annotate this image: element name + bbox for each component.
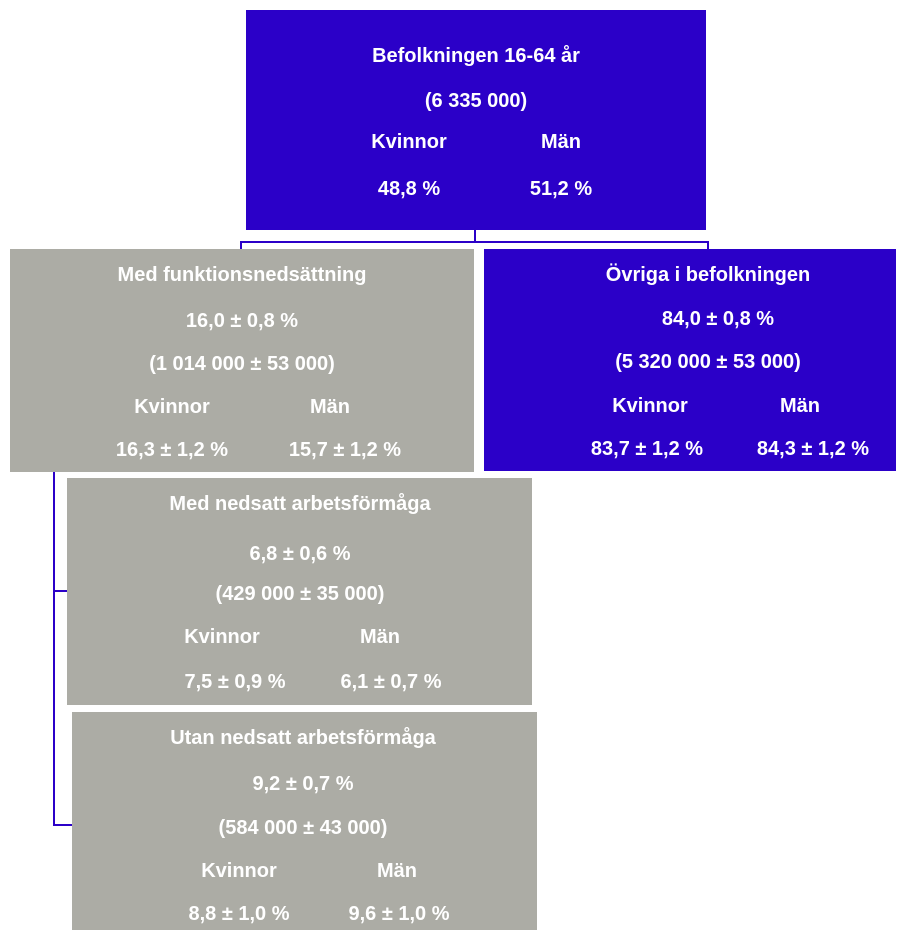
- with-disability-count: (1 014 000 ± 53 000): [149, 353, 335, 375]
- connector-top-horizontal: [240, 241, 709, 243]
- population-women-label: Kvinnor: [371, 131, 447, 153]
- no-reduced-capacity-women-label: Kvinnor: [201, 860, 277, 882]
- no-reduced-capacity-women-value: 8,8 ± 1,0 %: [188, 903, 290, 925]
- population-men-label: Män: [541, 131, 581, 153]
- connector-top-stem: [474, 230, 476, 242]
- with-disability-men-label: Män: [310, 396, 350, 418]
- no-reduced-capacity-count: (584 000 ± 43 000): [218, 817, 388, 839]
- others-title: Övriga i befolkningen: [605, 264, 811, 286]
- connector-right-drop: [707, 241, 709, 249]
- others-women-label: Kvinnor: [612, 395, 688, 417]
- no-reduced-capacity-share: 9,2 ± 0,7 %: [252, 773, 354, 795]
- no-reduced-capacity-men-value: 9,6 ± 1,0 %: [348, 903, 450, 925]
- with-disability-title: Med funktionsnedsättning: [117, 264, 367, 286]
- with-disability-box: Med funktionsnedsättning 16,0 ± 0,8 % (1…: [10, 249, 474, 472]
- others-count: (5 320 000 ± 53 000): [615, 351, 801, 373]
- reduced-capacity-men-label: Män: [360, 626, 400, 648]
- no-reduced-capacity-men-label: Män: [377, 860, 417, 882]
- connector-sub-branch-1: [53, 590, 68, 592]
- others-share: 84,0 ± 0,8 %: [661, 308, 775, 330]
- reduced-capacity-count: (429 000 ± 35 000): [215, 583, 385, 605]
- with-disability-women-label: Kvinnor: [134, 396, 210, 418]
- with-disability-share: 16,0 ± 0,8 %: [185, 310, 299, 332]
- population-women-value: 48,8 %: [377, 178, 441, 200]
- connector-left-drop: [240, 241, 242, 249]
- others-men-label: Män: [780, 395, 820, 417]
- reduced-capacity-women-value: 7,5 ± 0,9 %: [184, 671, 286, 693]
- population-title: Befolkningen 16-64 år: [372, 45, 580, 67]
- reduced-capacity-title: Med nedsatt arbetsförmåga: [169, 493, 431, 515]
- others-men-value: 84,3 ± 1,2 %: [756, 438, 870, 460]
- no-reduced-capacity-title: Utan nedsatt arbetsförmåga: [170, 727, 436, 749]
- reduced-capacity-men-value: 6,1 ± 0,7 %: [340, 671, 442, 693]
- population-count: (6 335 000): [424, 90, 528, 112]
- reduced-capacity-share: 6,8 ± 0,6 %: [249, 543, 351, 565]
- others-women-value: 83,7 ± 1,2 %: [590, 438, 704, 460]
- with-disability-men-value: 15,7 ± 1,2 %: [288, 439, 402, 461]
- with-disability-women-value: 16,3 ± 1,2 %: [115, 439, 229, 461]
- others-box: Övriga i befolkningen 84,0 ± 0,8 % (5 32…: [484, 249, 896, 471]
- connector-sub-vertical: [53, 472, 55, 826]
- reduced-capacity-box: Med nedsatt arbetsförmåga 6,8 ± 0,6 % (4…: [67, 478, 532, 705]
- no-reduced-capacity-box: Utan nedsatt arbetsförmåga 9,2 ± 0,7 % (…: [72, 712, 537, 930]
- reduced-capacity-women-label: Kvinnor: [184, 626, 260, 648]
- population-men-value: 51,2 %: [529, 178, 593, 200]
- connector-sub-branch-2: [53, 824, 73, 826]
- population-box: Befolkningen 16-64 år (6 335 000) Kvinno…: [246, 10, 706, 230]
